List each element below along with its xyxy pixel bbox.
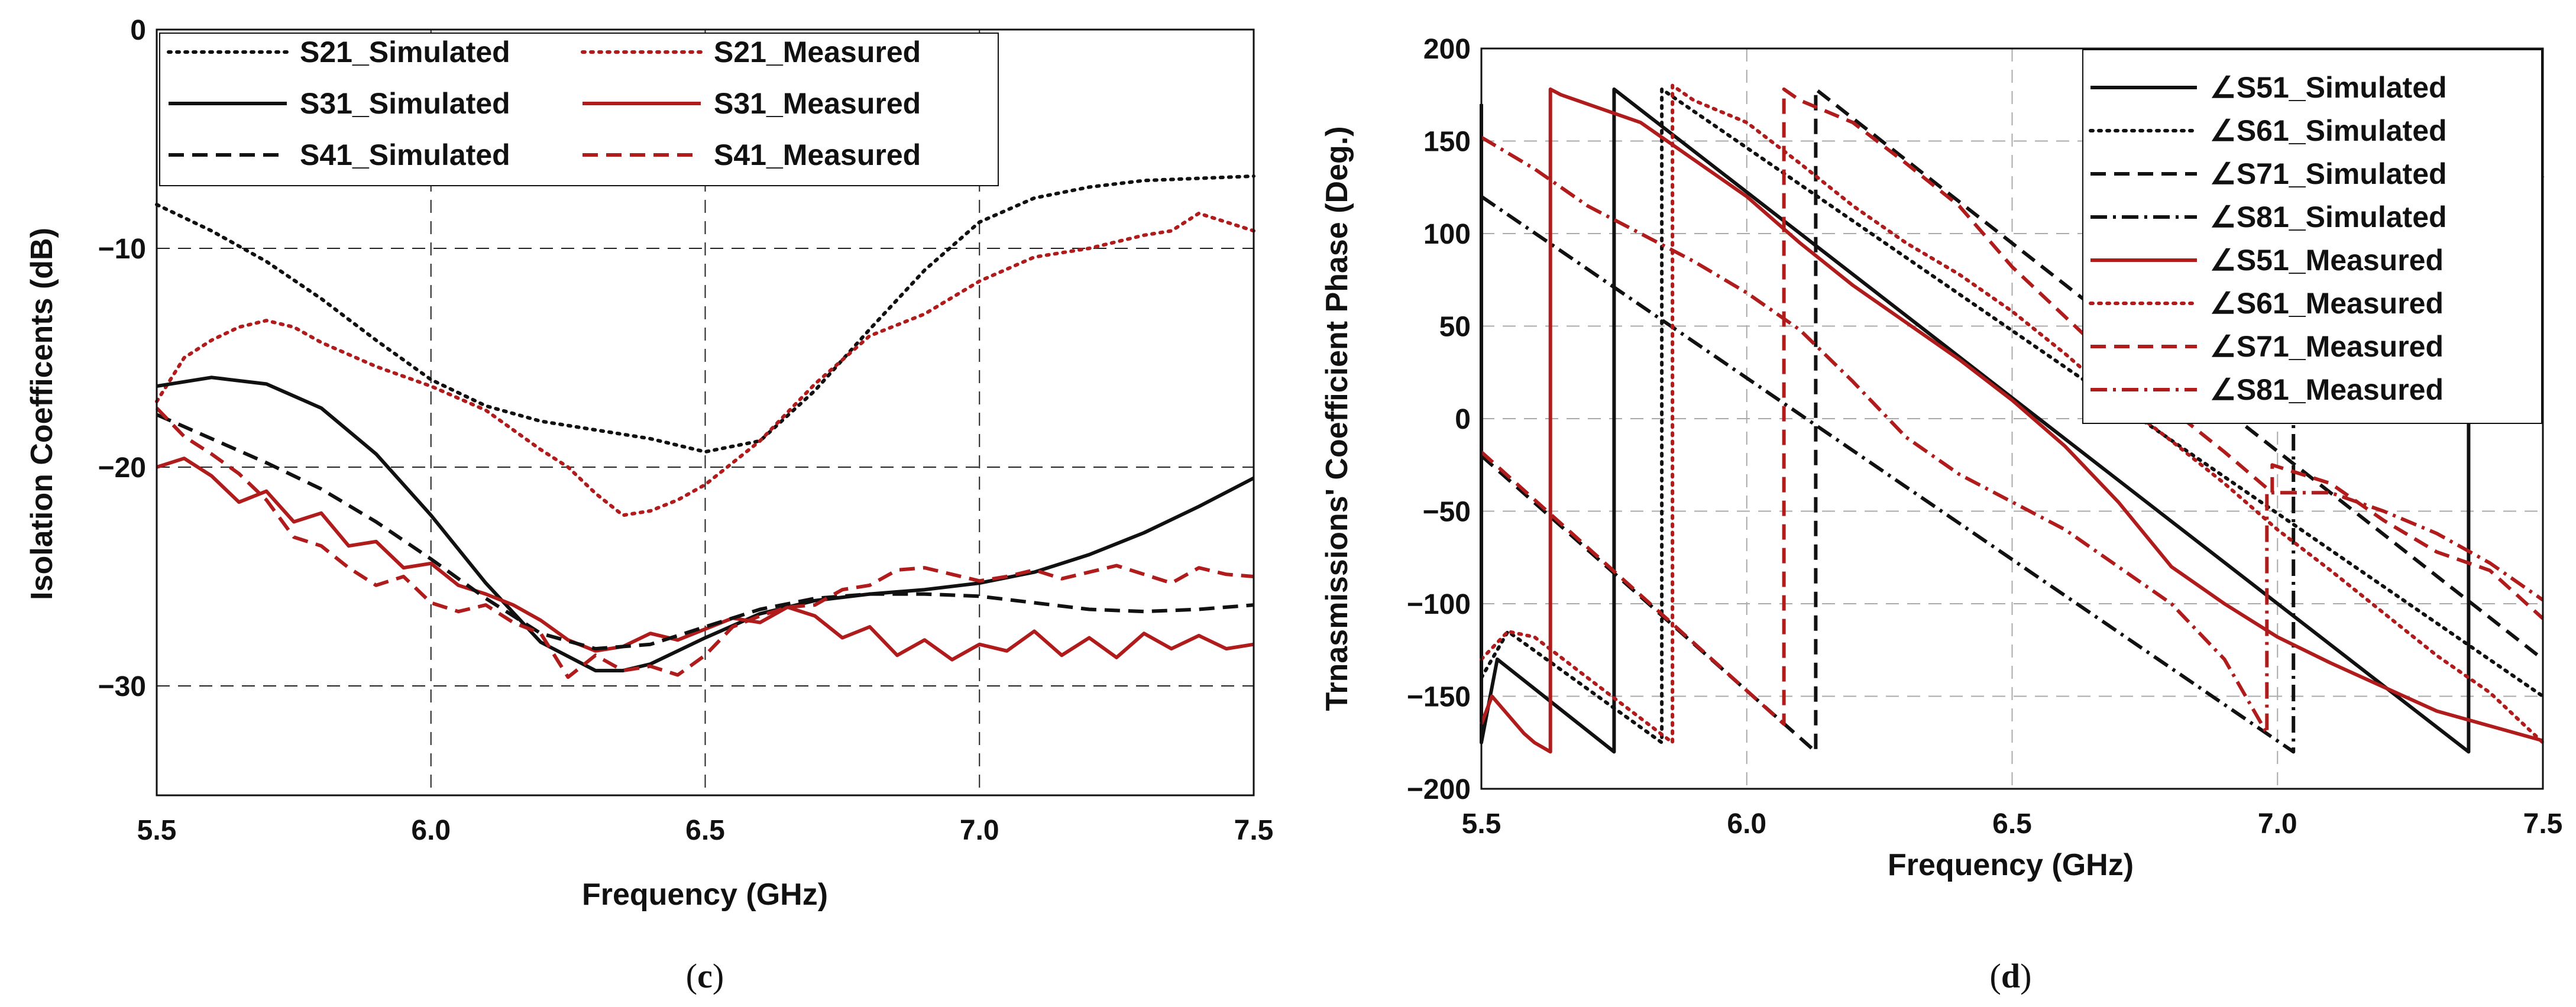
y-axis-label-d: Trnasmissions' Coefficient Phase (Deg.)	[1320, 126, 1354, 711]
y-tick-label: −50	[1423, 497, 1471, 528]
legend-label: S41_Measured	[714, 138, 921, 171]
series-line	[156, 375, 1255, 673]
y-axis-label-c: Isolation Coefficents (dB)	[25, 228, 59, 600]
legend-label: ∠S51_Measured	[2210, 244, 2444, 277]
x-tick-label: 7.5	[2523, 808, 2563, 840]
caption-d-open: (	[1990, 957, 2001, 995]
series-line	[1480, 83, 2545, 744]
caption-c-letter: c	[697, 957, 713, 995]
series-line	[155, 174, 1255, 454]
y-tick-label: −150	[1407, 682, 1471, 713]
y-tick-label: −10	[98, 234, 146, 265]
series-line	[1480, 135, 2544, 736]
legend-label: ∠S61_Measured	[2210, 287, 2444, 320]
y-tick-label: 50	[1439, 312, 1471, 343]
legend-label: S41_Simulated	[300, 138, 510, 171]
legend-box-d	[2082, 49, 2542, 424]
x-tick-labels-c: 5.5 6.0 6.5 7.0 7.5	[137, 815, 1274, 846]
legend-label: ∠S71_Measured	[2210, 330, 2444, 363]
x-tick-label: 6.0	[1727, 808, 1766, 840]
y-tick-label: −200	[1407, 774, 1471, 805]
x-tick-label: 6.0	[411, 815, 451, 846]
series-line	[156, 456, 1254, 662]
y-tick-label: 200	[1423, 34, 1471, 65]
y-tick-label: −100	[1407, 589, 1471, 620]
y-tick-label: 0	[130, 15, 146, 46]
isolation-chart: −30 −20 −10 0 5.5 6.0 6.5 7.0 7.5 Frequency (GH…	[25, 15, 1273, 995]
legend-box-c	[159, 33, 999, 186]
legend-label: ∠S81_Simulated	[2210, 200, 2447, 234]
x-axis-label-d: Frequency (GHz)	[1888, 848, 2134, 882]
y-tick-label: 150	[1423, 127, 1471, 158]
legend-label: S31_Simulated	[300, 87, 510, 120]
legend-label: S21_Simulated	[300, 35, 510, 69]
caption-c: (c)	[686, 957, 724, 995]
y-tick-label: 100	[1423, 219, 1471, 250]
y-tick-labels-d: −200 −150 −100 −50 0 50 100 150 200	[1407, 34, 1471, 805]
caption-c-close: )	[713, 957, 724, 995]
legend-label: ∠S51_Simulated	[2210, 71, 2447, 104]
plot-frame-c	[156, 28, 1255, 796]
x-tick-label: 7.5	[1234, 815, 1274, 846]
legend-label: S31_Measured	[714, 87, 921, 120]
phase-chart: −200 −150 −100 −50 0 50 100 150 200 5.5 6.0 6.5 7.0…	[1320, 34, 2562, 995]
legend-label: S21_Measured	[714, 35, 921, 69]
legend-d: ∠S51_Simulated ∠S61_Simulated ∠S71_Simulat…	[2082, 49, 2542, 424]
gridlines-c	[157, 30, 1254, 795]
series-group-c	[155, 174, 1255, 679]
plot-frame-d	[1480, 47, 2544, 790]
y-tick-label: 0	[1455, 404, 1471, 435]
series-line	[1480, 87, 2543, 754]
legend-items-c: S21_Simulated S31_Simulated S41_Simulated S…	[167, 35, 921, 171]
caption-c-open: (	[686, 957, 697, 995]
x-tick-label: 6.5	[685, 815, 725, 846]
x-tick-label: 7.0	[2258, 808, 2297, 840]
x-tick-label: 5.5	[137, 815, 177, 846]
x-axis-label-c: Frequency (GHz)	[582, 878, 828, 912]
caption-d-letter: d	[2001, 957, 2020, 995]
x-tick-label: 7.0	[960, 815, 999, 846]
y-tick-label: −20	[98, 452, 146, 484]
series-line	[155, 211, 1255, 517]
legend-label: ∠S61_Simulated	[2210, 114, 2447, 147]
legend-items-d: ∠S51_Simulated ∠S61_Simulated ∠S71_Simulat…	[2089, 71, 2447, 406]
caption-d-close: )	[2020, 957, 2031, 995]
legend-c: S21_Simulated S31_Simulated S41_Simulated S…	[159, 33, 999, 186]
legend-label: ∠S81_Measured	[2210, 373, 2444, 406]
caption-d: (d)	[1990, 957, 2032, 995]
x-tick-label: 5.5	[1462, 808, 1501, 840]
y-tick-labels-c: −30 −20 −10 0	[98, 15, 146, 702]
x-tick-label: 6.5	[1992, 808, 2032, 840]
legend-label: ∠S71_Simulated	[2210, 157, 2447, 190]
y-tick-label: −30	[98, 671, 146, 702]
series-line	[156, 413, 1254, 651]
series-line	[155, 407, 1254, 679]
series-line	[1480, 87, 2545, 744]
x-tick-labels-d: 5.5 6.0 6.5 7.0 7.5	[1462, 808, 2563, 840]
